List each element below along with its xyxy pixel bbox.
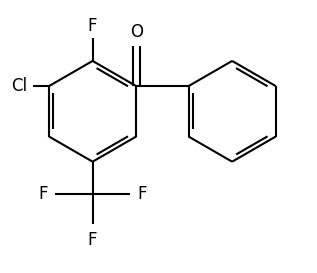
Text: F: F xyxy=(88,17,97,35)
Text: F: F xyxy=(88,232,97,250)
Text: O: O xyxy=(130,23,143,41)
Text: F: F xyxy=(38,185,48,203)
Text: F: F xyxy=(138,185,147,203)
Text: Cl: Cl xyxy=(11,77,27,95)
